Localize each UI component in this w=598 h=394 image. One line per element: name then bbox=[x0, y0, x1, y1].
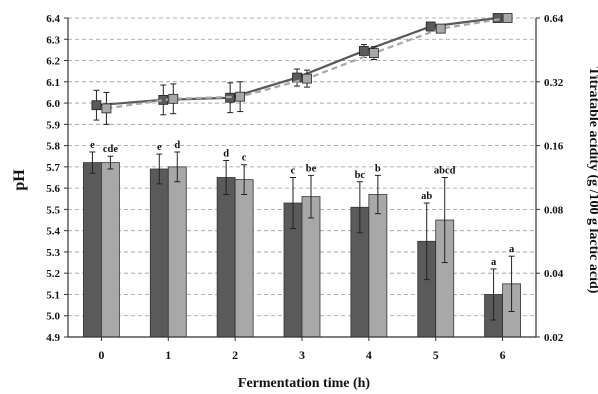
y2-tick-label: 0.02 bbox=[544, 332, 564, 344]
line-marker bbox=[302, 73, 312, 84]
bar bbox=[368, 194, 388, 338]
line-marker bbox=[168, 93, 179, 104]
line-marker bbox=[101, 103, 112, 114]
x-tick-label: 5 bbox=[433, 348, 439, 362]
significance-label: ab bbox=[421, 191, 432, 202]
y-tick-label: 6.1 bbox=[46, 77, 60, 89]
significance-label: d bbox=[223, 148, 229, 159]
line-marker bbox=[435, 23, 446, 34]
significance-label: a bbox=[509, 244, 515, 255]
significance-label: e bbox=[157, 142, 162, 153]
significance-label: cde bbox=[103, 144, 119, 155]
y-tick-label: 5.0 bbox=[46, 311, 60, 323]
significance-label: e bbox=[90, 140, 95, 151]
bar-series bbox=[83, 151, 521, 338]
line-marker bbox=[91, 100, 102, 111]
y-tick-label: 6.4 bbox=[46, 13, 60, 25]
y2-tick-label: 0.64 bbox=[544, 13, 564, 25]
tick-labels: 6.4 6.3 6.2 6.1 6.0 5.9 5.8 5.7 5.6 5.5 5.4 5.3 5.2 5… bbox=[46, 13, 564, 362]
bar bbox=[234, 179, 254, 338]
y2-axis-title: Titratable acidity (g /100 g lactic acid… bbox=[586, 67, 598, 294]
x-tick-label: 3 bbox=[299, 348, 305, 362]
significance-label: abcd bbox=[434, 166, 456, 177]
y2-tick-label: 0.04 bbox=[544, 268, 564, 280]
significance-label: bc bbox=[355, 170, 366, 181]
significance-label: be bbox=[306, 163, 317, 174]
y-tick-label: 6.3 bbox=[46, 34, 60, 46]
y-tick-label: 5.6 bbox=[46, 183, 60, 195]
y-tick-label: 6.2 bbox=[46, 56, 60, 68]
x-tick-label: 6 bbox=[500, 348, 506, 362]
bar bbox=[101, 162, 120, 338]
significance-label: c bbox=[291, 166, 296, 177]
x-tick-label: 2 bbox=[232, 348, 238, 362]
significance-label: b bbox=[375, 163, 381, 174]
y-tick-label: 4.9 bbox=[46, 332, 60, 344]
y-tick-label: 6.0 bbox=[46, 98, 60, 110]
line-series-path bbox=[106, 16, 508, 110]
line-marker bbox=[425, 21, 436, 32]
y-tick-label: 5.4 bbox=[46, 226, 60, 238]
significance-label: a bbox=[491, 257, 497, 268]
significance-label: c bbox=[242, 153, 247, 164]
y-tick-label: 5.1 bbox=[46, 289, 60, 301]
axes bbox=[64, 17, 540, 341]
y2-tick-label: 0.32 bbox=[544, 77, 564, 89]
x-tick-label: 1 bbox=[165, 348, 171, 362]
y-tick-label: 5.9 bbox=[46, 119, 60, 131]
line-series bbox=[91, 13, 513, 125]
x-axis-title: Fermentation time (h) bbox=[238, 376, 371, 391]
x-tick-label: 0 bbox=[98, 348, 104, 362]
line-marker bbox=[368, 48, 379, 58]
y-tick-label: 5.2 bbox=[46, 268, 60, 280]
y-tick-label: 5.7 bbox=[46, 162, 60, 174]
line-marker bbox=[235, 91, 246, 102]
significance-label: d bbox=[174, 140, 180, 151]
y-axis-title: pH bbox=[11, 169, 28, 191]
y-tick-label: 5.8 bbox=[46, 141, 60, 153]
line-marker bbox=[492, 13, 503, 23]
bar bbox=[149, 168, 169, 338]
y-tick-label: 5.3 bbox=[46, 247, 60, 259]
line-marker bbox=[358, 46, 369, 56]
line-marker bbox=[502, 13, 513, 23]
y2-tick-label: 0.08 bbox=[544, 204, 564, 216]
bar bbox=[167, 166, 187, 338]
bar bbox=[83, 162, 102, 338]
y-tick-label: 5.5 bbox=[46, 204, 60, 216]
bar bbox=[216, 177, 236, 338]
x-tick-label: 4 bbox=[366, 348, 372, 362]
y2-tick-label: 0.16 bbox=[544, 141, 564, 153]
